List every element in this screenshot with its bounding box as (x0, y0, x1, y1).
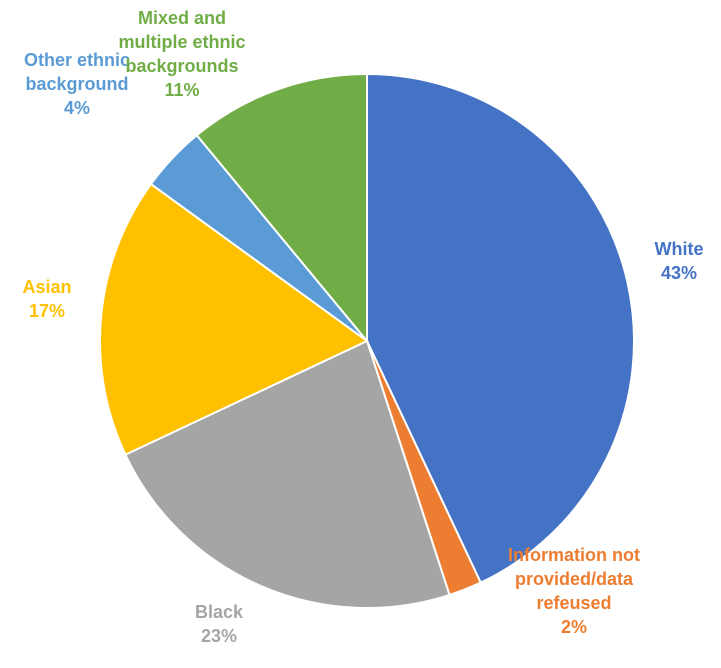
pie-slice-3 (99, 182, 369, 457)
slice-label-line: White (655, 239, 704, 259)
slice-label-line: Black (195, 602, 244, 622)
pie-slices (99, 72, 635, 609)
slice-percent: 23% (201, 626, 237, 646)
slice-label-3: Asian 17% (22, 277, 71, 321)
slice-label-0: White 43% (655, 239, 704, 283)
slice-label-5: Mixed and multiple ethnic backgrounds 11% (118, 8, 245, 100)
slice-label-2: Black 23% (195, 602, 244, 646)
slice-percent: 43% (661, 263, 697, 283)
slice-label-line: background (25, 74, 128, 94)
pie-slice-2 (124, 339, 451, 609)
slice-percent: 4% (64, 98, 90, 118)
slice-label-line: multiple ethnic (118, 32, 245, 52)
slice-label-line: provided/data (515, 569, 634, 589)
slice-label-line: refeused (536, 593, 611, 613)
pie-slice-5 (195, 72, 368, 344)
slice-label-line: backgrounds (125, 56, 238, 76)
slice-label-line: Other ethnic (24, 50, 130, 70)
slice-percent: 2% (561, 617, 587, 637)
slice-percent: 17% (29, 301, 65, 321)
slice-percent: 11% (164, 80, 199, 100)
slice-label-4: Other ethnic background 4% (24, 50, 130, 118)
slice-label-line: Information not (508, 545, 640, 565)
pie-slice-0 (366, 72, 635, 584)
pie-labels: White 43% Information not provided/data refe… (22, 8, 703, 646)
slice-label-line: Asian (22, 277, 71, 297)
slice-label-line: Mixed and (138, 8, 226, 28)
slice-label-1: Information not provided/data refeused 2% (508, 545, 640, 637)
